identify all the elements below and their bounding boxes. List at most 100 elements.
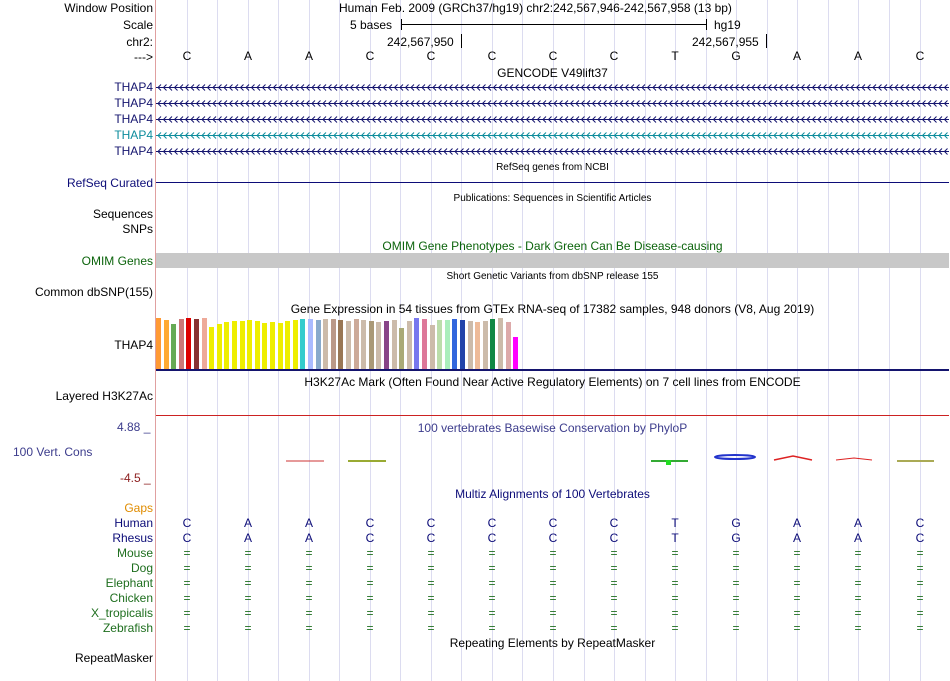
multiz-species-label[interactable]: X_tropicalis [90, 606, 153, 620]
multiz-species-label[interactable]: Dog [130, 561, 153, 575]
multiz-base: = [549, 591, 557, 605]
gtex-tissue-bar[interactable] [209, 327, 215, 369]
gtex-track-label[interactable]: THAP4 [114, 338, 153, 352]
gtex-tissue-bar[interactable] [361, 320, 367, 369]
gtex-tissue-bar[interactable] [414, 318, 420, 369]
gtex-tissue-bar[interactable] [270, 322, 275, 369]
gtex-tissue-bar[interactable] [156, 318, 161, 369]
chromosome-label: chr2: [126, 35, 153, 49]
phylop-conservation-plot[interactable] [156, 440, 949, 480]
multiz-base: = [305, 576, 313, 590]
gtex-tissue-bar[interactable] [262, 323, 268, 369]
gtex-tissue-bar[interactable] [429, 325, 435, 369]
multiz-gaps-label[interactable]: Gaps [124, 501, 153, 515]
gtex-tissue-bar[interactable] [315, 320, 321, 369]
refseq-gene-line[interactable] [156, 182, 949, 183]
gtex-tissue-bar[interactable] [437, 320, 443, 369]
gtex-tissue-bar[interactable] [482, 321, 488, 369]
gtex-tissue-bar[interactable] [201, 318, 207, 369]
gtex-tissue-bar[interactable] [338, 320, 344, 369]
multiz-species-label[interactable]: Chicken [109, 591, 153, 605]
gencode-transcript-line[interactable] [156, 99, 949, 108]
gtex-tissue-bar[interactable] [254, 321, 260, 369]
gtex-tissue-bar[interactable] [232, 321, 237, 369]
publications-sequences-label[interactable]: Sequences [92, 207, 153, 221]
gtex-tissue-bar[interactable] [292, 320, 298, 369]
publications-track-title[interactable]: Publications: Sequences in Scientific Ar… [453, 193, 652, 204]
h3k27ac-track-title[interactable]: H3K27Ac Mark (Often Found Near Active Re… [304, 375, 801, 389]
refseq-track-label[interactable]: RefSeq Curated [66, 176, 153, 190]
multiz-base: = [244, 591, 252, 605]
gtex-tissue-bar[interactable] [368, 321, 374, 369]
multiz-base: = [854, 561, 862, 575]
multiz-base: = [732, 576, 740, 590]
gtex-tissue-bar[interactable] [171, 324, 177, 369]
gencode-track-title[interactable]: GENCODE V49lift37 [497, 66, 608, 80]
gtex-tissue-bar[interactable] [376, 322, 382, 369]
gencode-transcript-line[interactable] [156, 83, 949, 92]
multiz-base: = [427, 561, 435, 575]
gtex-tissue-bar[interactable] [444, 320, 450, 369]
gtex-tissue-bar[interactable] [353, 319, 359, 369]
gtex-tissue-bar[interactable] [475, 322, 481, 369]
gtex-tissue-bar[interactable] [239, 321, 245, 369]
phylop-track-title[interactable]: 100 vertebrates Basewise Conservation by… [417, 421, 688, 435]
gtex-tissue-bar[interactable] [300, 319, 306, 369]
gtex-tissue-bar[interactable] [346, 321, 351, 369]
gtex-tissue-bar[interactable] [498, 318, 503, 369]
repeatmasker-track-label[interactable]: RepeatMasker [74, 651, 153, 665]
gtex-tissue-bar[interactable] [460, 320, 465, 369]
gencode-transcript-label[interactable]: THAP4 [114, 128, 153, 142]
dbsnp-track-label[interactable]: Common dbSNP(155) [34, 285, 153, 299]
gtex-tissue-bar[interactable] [490, 319, 496, 369]
publications-snps-label[interactable]: SNPs [122, 222, 153, 236]
gencode-transcript-line[interactable] [156, 147, 949, 156]
gtex-tissue-bar[interactable] [285, 321, 291, 369]
multiz-species-label[interactable]: Zebrafish [102, 621, 153, 635]
gtex-tissue-bar[interactable] [330, 319, 336, 369]
gtex-tissue-bar[interactable] [467, 321, 473, 369]
dbsnp-track-title[interactable]: Short Genetic Variants from dbSNP releas… [446, 271, 659, 282]
gtex-tissue-bar[interactable] [391, 320, 397, 369]
multiz-species-label[interactable]: Mouse [116, 546, 153, 560]
gencode-transcript-label[interactable]: THAP4 [114, 80, 153, 94]
h3k27ac-signal-line [156, 415, 949, 416]
gtex-tissue-bar[interactable] [422, 319, 427, 369]
omim-track-label[interactable]: OMIM Genes [81, 254, 153, 268]
multiz-species-label[interactable]: Rhesus [112, 531, 153, 545]
gtex-tissue-bar[interactable] [323, 319, 329, 369]
omim-gene-bar[interactable] [156, 253, 949, 268]
gtex-tissue-bar[interactable] [513, 337, 519, 369]
gtex-tissue-bar[interactable] [406, 321, 412, 369]
refseq-track-title[interactable]: RefSeq genes from NCBI [496, 162, 609, 173]
gencode-transcript-line[interactable] [156, 115, 949, 124]
gencode-transcript-label[interactable]: THAP4 [114, 96, 153, 110]
gtex-tissue-bar[interactable] [216, 324, 222, 369]
gtex-expression-bars[interactable] [156, 318, 556, 369]
phylop-track-label[interactable]: 100 Vert. Cons [13, 445, 93, 459]
omim-track-title[interactable]: OMIM Gene Phenotypes - Dark Green Can Be… [382, 239, 723, 253]
h3k27ac-track-label[interactable]: Layered H3K27Ac [55, 389, 153, 403]
multiz-track-title[interactable]: Multiz Alignments of 100 Vertebrates [455, 487, 650, 501]
gencode-transcript-label[interactable]: THAP4 [114, 144, 153, 158]
multiz-species-label[interactable]: Human [114, 516, 153, 530]
gencode-transcript-line[interactable] [156, 131, 949, 140]
gtex-tissue-bar[interactable] [163, 320, 169, 369]
gtex-tissue-bar[interactable] [178, 319, 184, 369]
multiz-base: = [549, 606, 557, 620]
repeatmasker-track-title[interactable]: Repeating Elements by RepeatMasker [449, 636, 656, 650]
gtex-tissue-bar[interactable] [399, 328, 405, 369]
gtex-tissue-bar[interactable] [308, 319, 313, 369]
gencode-transcript-label[interactable]: THAP4 [114, 112, 153, 126]
gtex-tissue-bar[interactable] [224, 322, 230, 369]
gtex-tissue-bar[interactable] [194, 319, 199, 369]
gtex-tissue-bar[interactable] [452, 319, 458, 369]
gtex-track-title[interactable]: Gene Expression in 54 tissues from GTEx … [290, 302, 815, 316]
multiz-species-label[interactable]: Elephant [105, 576, 153, 590]
gtex-tissue-bar[interactable] [384, 321, 389, 369]
gtex-tissue-bar[interactable] [277, 323, 283, 369]
gtex-tissue-bar[interactable] [247, 320, 253, 369]
gtex-tissue-bar[interactable] [505, 322, 511, 369]
gtex-tissue-bar[interactable] [186, 318, 192, 369]
